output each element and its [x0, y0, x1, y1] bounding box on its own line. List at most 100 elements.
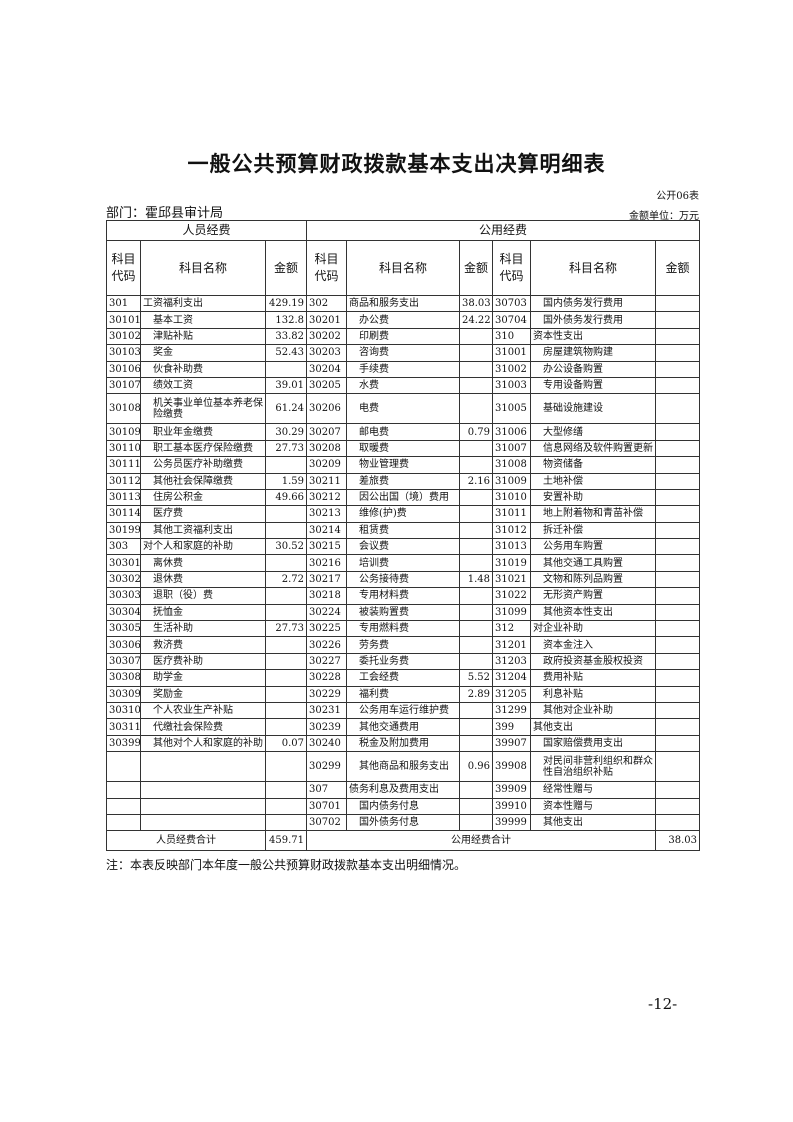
cell-amount: 39.01 — [265, 376, 307, 395]
cell-amount — [654, 344, 701, 362]
cell-name: 水费 — [346, 376, 460, 395]
cell-amount — [459, 718, 493, 736]
col-amount: 金额 — [654, 240, 701, 296]
public-header: 公用经费 — [305, 220, 701, 241]
footnote: 注：本表反映部门本年度一般公共预算财政拨款基本支出明细情况。 — [106, 858, 467, 872]
cell-name: 机关事业单位基本养老保险缴费 — [140, 393, 266, 425]
table-row: 30113 住房公积金 49.66 30212 因公出国（境）费用 31010 安置补助 — [106, 488, 701, 507]
cell-amount — [459, 636, 493, 654]
cell-code: 30213 — [306, 505, 347, 523]
cell-code: 39910 — [492, 797, 531, 815]
cell-code: 30299 — [306, 751, 347, 783]
cell-name: 电费 — [346, 393, 460, 425]
cell-code: 31099 — [492, 603, 531, 622]
cell-name: 房屋建筑物购建 — [530, 344, 656, 362]
cell-code: 30103 — [106, 344, 141, 362]
col-name: 科目名称 — [346, 240, 460, 296]
cell-code: 30110 — [106, 439, 141, 458]
cell-amount: 27.73 — [265, 620, 307, 638]
cell-name: 公务用车购置 — [530, 538, 656, 556]
cell-code: 30109 — [106, 423, 141, 441]
table-row: 30301 离休费 30216 培训费 31019 其他交通工具购置 — [106, 554, 701, 572]
table-row: 30106 伙食补助费 30204 手续费 31002 办公设备购置 — [106, 360, 701, 378]
cell-amount — [459, 538, 493, 556]
department-label: 部门：霍邱县审计局 — [106, 206, 224, 221]
cell-name: 其他交通工具购置 — [530, 554, 656, 572]
table-row: 30103 奖金 52.43 30203 咨询费 31001 房屋建筑物购建 — [106, 344, 701, 362]
cell-code: 30111 — [106, 456, 141, 474]
cell-amount — [459, 376, 493, 395]
cell-name — [140, 797, 266, 815]
cell-code: 30201 — [306, 311, 347, 329]
cell-code: 31019 — [492, 554, 531, 572]
col-code: 科目代码 — [306, 240, 347, 296]
cell-code: 30208 — [306, 439, 347, 458]
cell-amount: 38.03 — [459, 294, 493, 313]
cell-name: 信息网络及软件购置更新 — [530, 439, 656, 458]
cell-amount — [265, 360, 307, 378]
cell-name: 拆迁补偿 — [530, 521, 656, 540]
cell-name: 邮电费 — [346, 423, 460, 441]
cell-code: 31299 — [492, 701, 531, 720]
cell-name: 助学金 — [140, 669, 266, 687]
cell-amount: 5.52 — [459, 669, 493, 687]
cell-amount — [459, 505, 493, 523]
cell-code: 30211 — [306, 472, 347, 490]
cell-code: 30203 — [306, 344, 347, 362]
cell-name: 国外债务发行费用 — [530, 311, 656, 329]
cell-amount: 1.48 — [459, 570, 493, 589]
cell-name: 救济费 — [140, 636, 266, 654]
cell-amount — [459, 327, 493, 346]
col-name: 科目名称 — [530, 240, 656, 296]
cell-name: 医疗费 — [140, 505, 266, 523]
cell-name: 维修(护)费 — [346, 505, 460, 523]
cell-name: 对民间非营利组织和群众性自治组织补贴 — [530, 751, 656, 783]
total-row: 人员经费合计 459.71 公用经费合计 38.03 — [106, 830, 701, 852]
cell-code: 31012 — [492, 521, 531, 540]
cell-amount — [654, 488, 701, 507]
cell-code: 31003 — [492, 376, 531, 395]
cell-code: 31006 — [492, 423, 531, 441]
cell-name: 经常性赠与 — [530, 781, 656, 799]
col-code: 科目代码 — [106, 240, 141, 296]
cell-code: 30224 — [306, 603, 347, 622]
cell-name: 对个人和家庭的补助 — [140, 538, 266, 556]
cell-amount — [654, 701, 701, 720]
cell-code: 30207 — [306, 423, 347, 441]
cell-name: 国内债务发行费用 — [530, 294, 656, 313]
cell-code: 30114 — [106, 505, 141, 523]
cell-amount — [654, 652, 701, 671]
cell-amount — [265, 603, 307, 622]
cell-code: 30703 — [492, 294, 531, 313]
table-row: 30111 公务员医疗补助缴费 30209 物业管理费 31008 物资储备 — [106, 456, 701, 474]
cell-amount — [459, 488, 493, 507]
cell-name: 土地补偿 — [530, 472, 656, 490]
cell-name: 其他支出 — [530, 813, 656, 832]
cell-name: 公务用车运行维护费 — [346, 701, 460, 720]
cell-code: 31001 — [492, 344, 531, 362]
cell-code: 302 — [306, 294, 347, 313]
cell-name: 税金及附加费用 — [346, 734, 460, 753]
cell-amount — [459, 797, 493, 815]
cell-code: 30229 — [306, 685, 347, 703]
cell-code: 31201 — [492, 636, 531, 654]
table-row: 30702 国外债务付息 39999 其他支出 — [106, 813, 701, 832]
page-number: -12- — [648, 995, 678, 1013]
cell-name: 代缴社会保险费 — [140, 718, 266, 736]
cell-amount — [654, 327, 701, 346]
cell-name: 基本工资 — [140, 311, 266, 329]
cell-code: 30702 — [306, 813, 347, 832]
cell-name: 地上附着物和青苗补偿 — [530, 505, 656, 523]
cell-amount — [654, 538, 701, 556]
cell-name — [140, 813, 266, 832]
cell-name: 资本金注入 — [530, 636, 656, 654]
cell-amount — [654, 376, 701, 395]
cell-name: 津贴补贴 — [140, 327, 266, 346]
cell-amount: 132.8 — [265, 311, 307, 329]
table-row: 30101 基本工资 132.8 30201 办公费 24.22 30704 国外债务发行费用 — [106, 311, 701, 329]
expenditure-table: 人员经费 公用经费 科目代码 科目名称 金额 科目代码 科目名称 金额 科目代码… — [106, 220, 701, 852]
cell-code: 30704 — [492, 311, 531, 329]
cell-amount — [265, 797, 307, 815]
cell-code: 31002 — [492, 360, 531, 378]
cell-code — [106, 781, 141, 799]
